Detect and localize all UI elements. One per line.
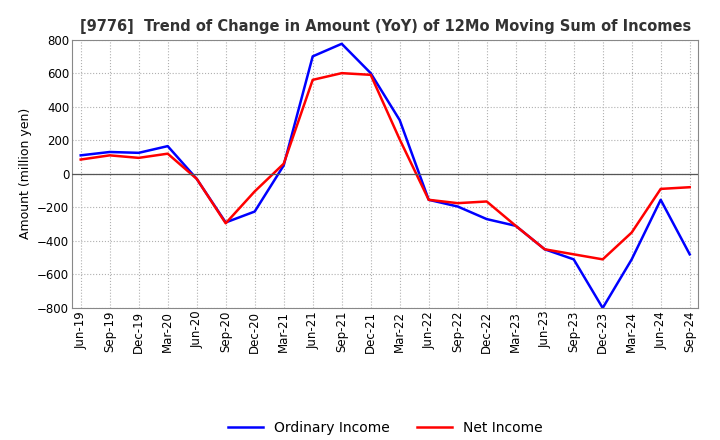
Ordinary Income <box>221 220 230 225</box>
Ordinary Income <box>424 197 433 202</box>
Ordinary Income <box>685 252 694 257</box>
Ordinary Income <box>482 216 491 222</box>
Ordinary Income <box>251 209 259 214</box>
Net Income <box>454 201 462 206</box>
Net Income <box>627 230 636 235</box>
Net Income <box>482 199 491 204</box>
Net Income <box>395 137 404 142</box>
Ordinary Income <box>135 150 143 155</box>
Net Income <box>570 252 578 257</box>
Net Income <box>598 257 607 262</box>
Net Income <box>279 161 288 166</box>
Ordinary Income <box>627 257 636 262</box>
Ordinary Income <box>338 41 346 47</box>
Ordinary Income <box>192 176 201 181</box>
Ordinary Income <box>454 204 462 209</box>
Ordinary Income <box>395 117 404 123</box>
Ordinary Income <box>657 197 665 202</box>
Legend: Ordinary Income, Net Income: Ordinary Income, Net Income <box>222 415 548 440</box>
Net Income <box>135 155 143 161</box>
Net Income <box>308 77 317 82</box>
Net Income <box>657 186 665 191</box>
Ordinary Income <box>76 153 85 158</box>
Title: [9776]  Trend of Change in Amount (YoY) of 12Mo Moving Sum of Incomes: [9776] Trend of Change in Amount (YoY) o… <box>80 19 690 34</box>
Net Income <box>76 157 85 162</box>
Net Income <box>541 247 549 252</box>
Net Income <box>105 153 114 158</box>
Ordinary Income <box>366 70 375 76</box>
Net Income <box>251 189 259 194</box>
Net Income <box>221 220 230 226</box>
Net Income <box>338 70 346 76</box>
Net Income <box>192 176 201 181</box>
Ordinary Income <box>308 54 317 59</box>
Line: Ordinary Income: Ordinary Income <box>81 44 690 308</box>
Net Income <box>366 72 375 77</box>
Ordinary Income <box>163 143 172 149</box>
Net Income <box>424 197 433 202</box>
Line: Net Income: Net Income <box>81 73 690 259</box>
Ordinary Income <box>511 223 520 228</box>
Ordinary Income <box>105 149 114 154</box>
Ordinary Income <box>541 247 549 252</box>
Ordinary Income <box>570 257 578 262</box>
Net Income <box>685 185 694 190</box>
Net Income <box>163 151 172 156</box>
Ordinary Income <box>598 305 607 311</box>
Y-axis label: Amount (million yen): Amount (million yen) <box>19 108 32 239</box>
Ordinary Income <box>279 163 288 168</box>
Net Income <box>511 223 520 228</box>
